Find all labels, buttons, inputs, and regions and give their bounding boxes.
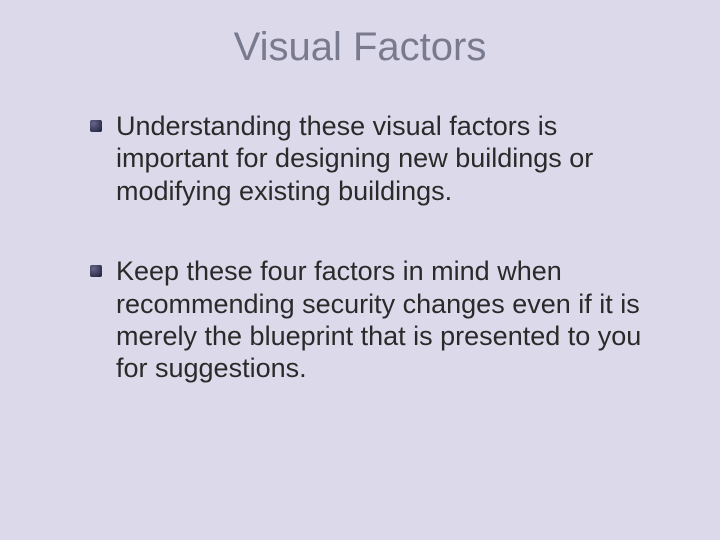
slide-container: Visual Factors Understanding these visua… — [0, 0, 720, 540]
slide-title: Visual Factors — [60, 25, 660, 70]
bullet-item: Understanding these visual factors is im… — [90, 110, 660, 207]
bullet-item: Keep these four factors in mind when rec… — [90, 255, 660, 385]
bullet-list: Understanding these visual factors is im… — [60, 110, 660, 385]
